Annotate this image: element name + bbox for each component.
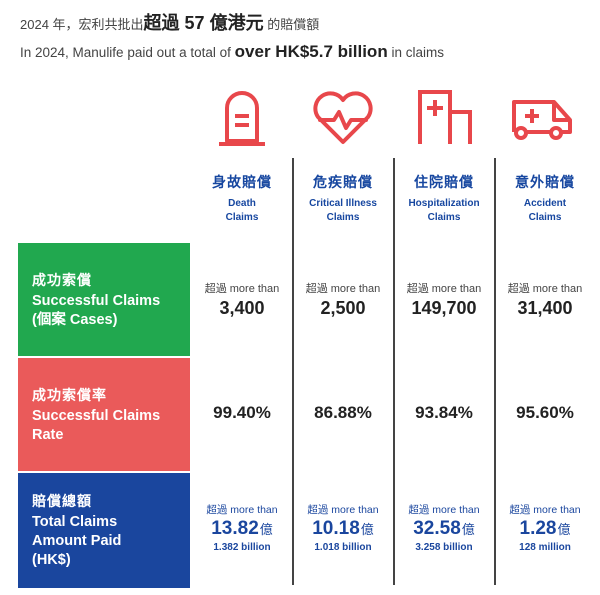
more-than-label: 超過 more than	[408, 504, 480, 516]
header-chinese: 2024 年，宏利共批出超過 57 億港元 的賠償額	[20, 9, 319, 35]
rate-value: 93.84%	[415, 403, 473, 422]
cases-value: 149,700	[411, 298, 477, 318]
amount-value: 13.82	[211, 518, 259, 539]
row-label-en: Total Claims	[32, 514, 118, 530]
column-header-hospitalization: 住院賠償 Hospitalization Claims	[394, 172, 494, 225]
rate-cell-hospitalization: 93.84%	[394, 403, 494, 423]
row-label-en: Amount Paid	[32, 533, 122, 549]
row-label-en: (個案 Cases)	[32, 311, 118, 328]
column-header-zh: 住院賠償	[414, 174, 474, 190]
row-label-zh: 賠償總額	[32, 493, 92, 509]
amount-cell-hospitalization: 超過 more than 32.58億 3.258 billion	[394, 502, 494, 553]
rate-value: 99.40%	[213, 403, 271, 422]
header-zh-suffix: 的賠償額	[263, 17, 320, 32]
row-label-en: Successful Claims	[32, 292, 161, 309]
column-header-accident: 意外賠償 Accident Claims	[495, 172, 595, 225]
amount-english: 128 million	[519, 542, 571, 553]
header-en-suffix: in claims	[387, 45, 444, 60]
column-header-critical-illness: 危疾賠償 Critical Illness Claims	[293, 172, 393, 225]
row-label-successful-claims: 成功索償 Successful Claims (個案 Cases)	[18, 243, 190, 356]
column-header-death: 身故賠償 Death Claims	[192, 172, 292, 225]
row-label-zh: 成功索償率	[32, 386, 107, 403]
column-header-en: Hospitalization Claims	[408, 198, 480, 223]
column-header-zh: 身故賠償	[212, 174, 272, 190]
hospital-icon	[410, 86, 480, 148]
amount-value: 10.18	[312, 518, 360, 539]
more-than-label: 超過 more than	[509, 504, 581, 516]
more-than-label: 超過 more than	[307, 504, 379, 516]
column-header-zh: 意外賠償	[515, 174, 575, 190]
column-header-en: Critical Illness Claims	[309, 198, 377, 223]
row-label-en: Successful Claims	[32, 407, 161, 424]
amount-english: 1.382 billion	[213, 542, 271, 553]
cases-cell-hospitalization: 超過 more than 149,700	[394, 280, 494, 319]
amount-unit: 億	[557, 522, 571, 537]
amount-cell-critical-illness: 超過 more than 10.18億 1.018 billion	[293, 502, 393, 553]
amount-english: 1.018 billion	[314, 542, 372, 553]
cases-cell-critical-illness: 超過 more than 2,500	[293, 280, 393, 319]
ambulance-icon	[508, 86, 578, 148]
row-label-en: Rate	[32, 426, 64, 443]
column-divider	[393, 158, 395, 585]
column-header-en: Accident Claims	[523, 198, 567, 223]
column-header-en: Death Claims	[225, 198, 259, 223]
cases-value: 31,400	[517, 298, 573, 318]
rate-value: 86.88%	[314, 403, 372, 422]
tombstone-icon	[207, 86, 277, 148]
amount-cell-death: 超過 more than 13.82億 1.382 billion	[192, 502, 292, 553]
amount-value: 1.28	[519, 518, 557, 539]
cases-cell-death: 超過 more than 3,400	[192, 280, 292, 319]
column-header-zh: 危疾賠償	[313, 174, 373, 190]
row-label-total-amount: 賠償總額 Total Claims Amount Paid (HK$)	[18, 473, 190, 588]
header-en-highlight: over HK$5.7 billion	[234, 42, 388, 61]
more-than-label: 超過 more than	[206, 504, 278, 516]
more-than-label: 超過 more than	[204, 283, 280, 295]
amount-unit: 億	[360, 522, 374, 537]
header-en-text: In 2024, Manulife paid out a total of	[20, 45, 235, 60]
rate-cell-critical-illness: 86.88%	[293, 403, 393, 423]
cases-value: 2,500	[320, 298, 366, 318]
rate-cell-accident: 95.60%	[495, 403, 595, 423]
more-than-label: 超過 more than	[406, 283, 482, 295]
column-divider	[292, 158, 294, 585]
cases-cell-accident: 超過 more than 31,400	[495, 280, 595, 319]
more-than-label: 超過 more than	[507, 283, 583, 295]
column-divider	[494, 158, 496, 585]
row-label-success-rate: 成功索償率 Successful Claims Rate	[18, 358, 190, 471]
cases-value: 3,400	[219, 298, 265, 318]
amount-cell-accident: 超過 more than 1.28億 128 million	[495, 502, 595, 553]
more-than-label: 超過 more than	[305, 283, 381, 295]
rate-value: 95.60%	[516, 403, 574, 422]
amount-unit: 億	[259, 522, 273, 537]
heart-pulse-icon	[308, 86, 378, 148]
row-label-zh: 成功索償	[32, 271, 92, 288]
row-label-en: (HK$)	[32, 552, 71, 568]
amount-unit: 億	[461, 522, 475, 537]
amount-value: 32.58	[413, 518, 461, 539]
header-zh-text: 2024 年，宏利共批出	[20, 17, 144, 32]
amount-english: 3.258 billion	[415, 542, 473, 553]
rate-cell-death: 99.40%	[192, 403, 292, 423]
header-english: In 2024, Manulife paid out a total of ov…	[20, 42, 444, 62]
header-zh-highlight: 超過 57 億港元	[143, 13, 264, 33]
